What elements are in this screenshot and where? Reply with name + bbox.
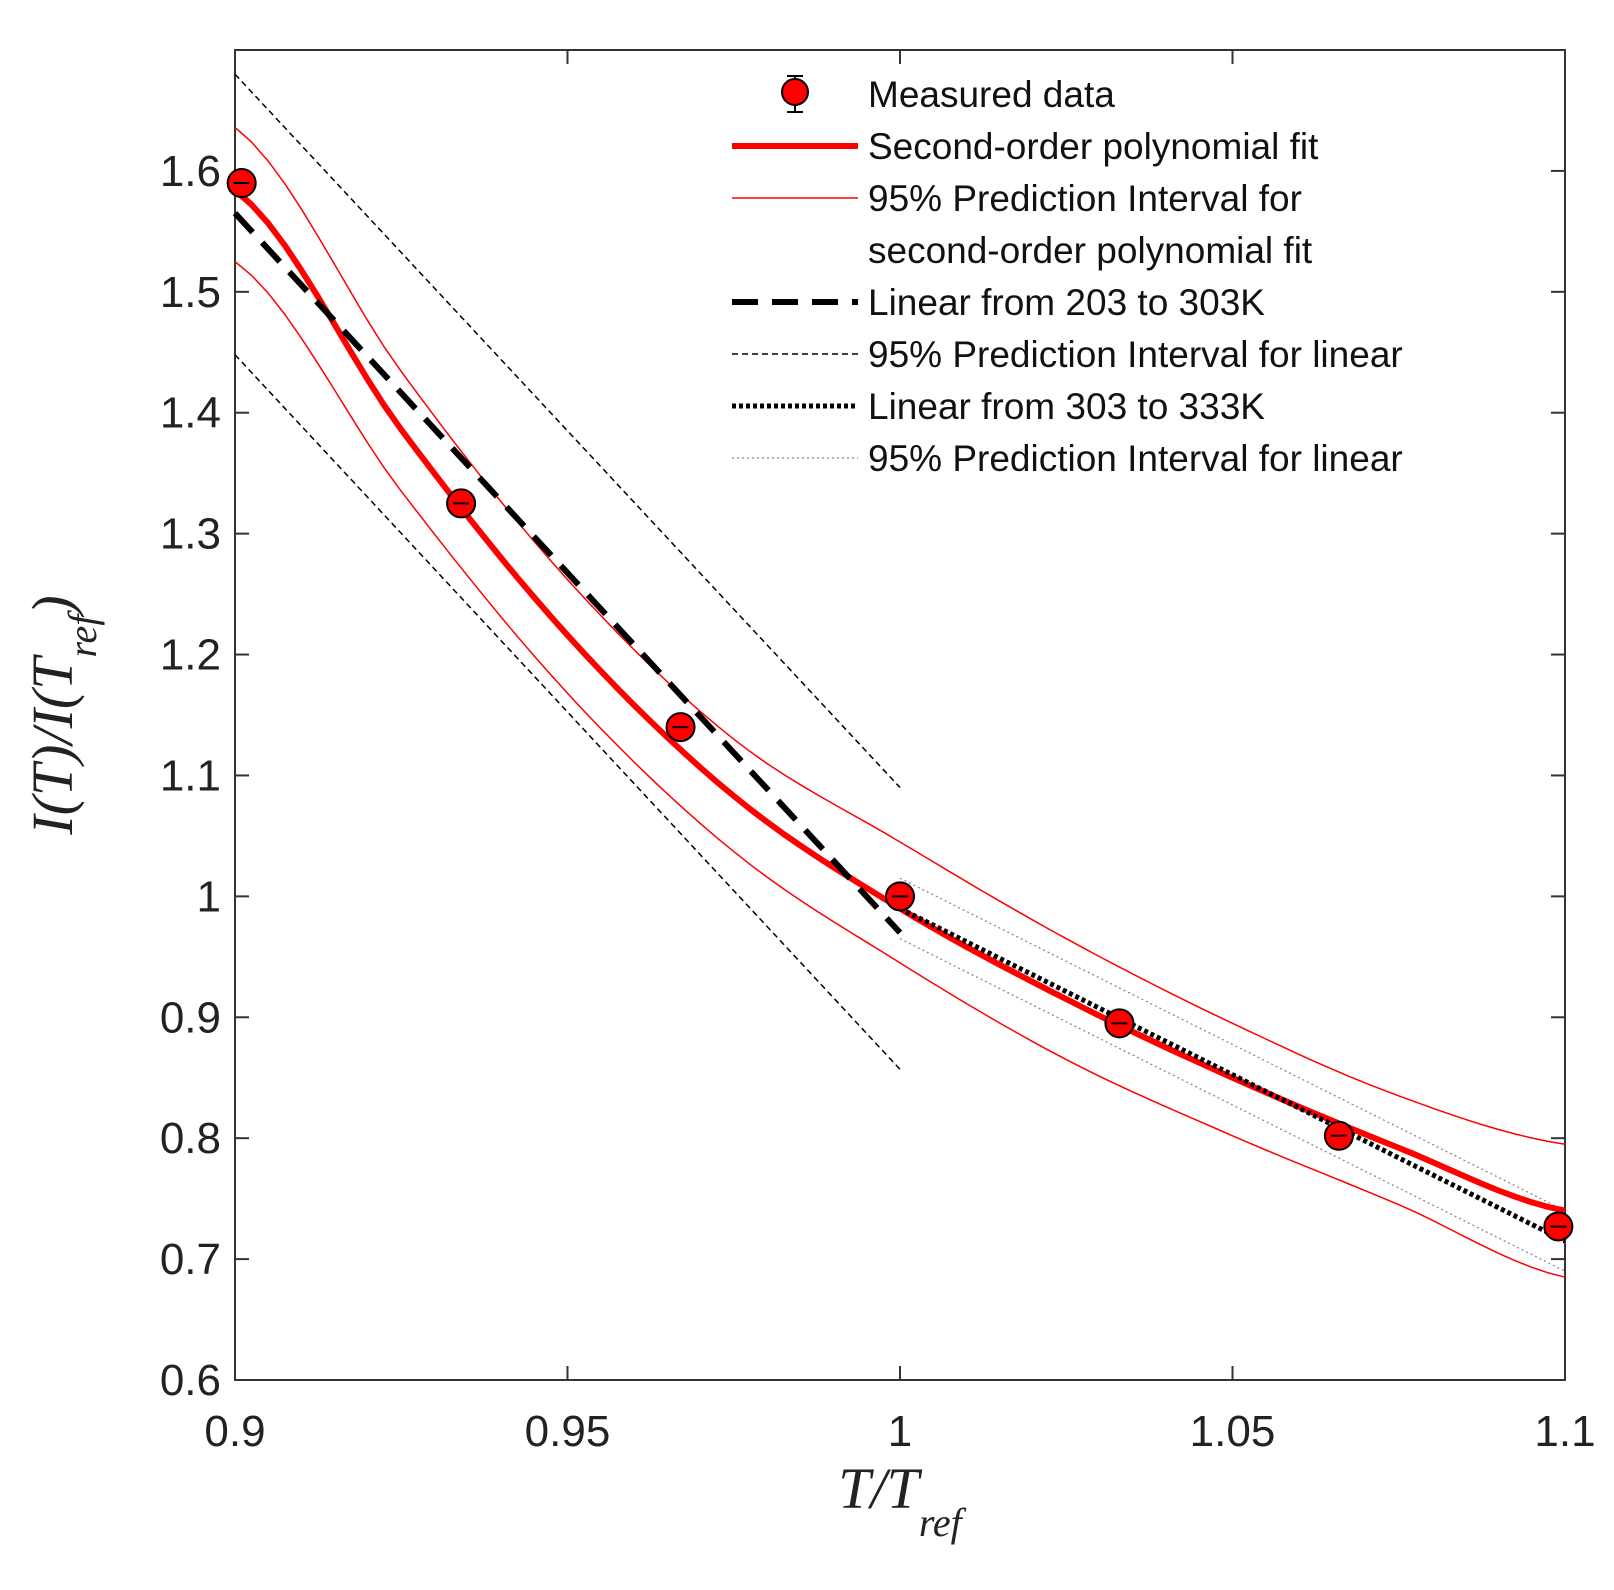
- legend-label-4: 95% Prediction Interval for linear: [868, 334, 1403, 375]
- legend-label-1: Second-order polynomial fit: [868, 126, 1319, 167]
- y-axis-title-main: I(T)/I(T: [20, 654, 85, 836]
- series-5-line: [898, 906, 1567, 1244]
- series-6-upper-bound: [899, 877, 1566, 1212]
- x-axis-title-sub: ref: [919, 1500, 967, 1545]
- x-tick-label-0: 0.9: [204, 1407, 265, 1456]
- legend-label-0: Measured data: [868, 74, 1115, 115]
- legend: Measured data Second-order polynomial fit…: [732, 74, 1403, 479]
- series-6-lower-bound: [899, 938, 1566, 1272]
- x-tick-label-1: 0.95: [525, 1407, 611, 1456]
- axis-ticks: [234, 50, 1566, 1381]
- x-tick-label-4: 1.1: [1534, 1407, 1595, 1456]
- series-4-lower-bound: [234, 354, 901, 1070]
- x-axis-title-main: T/T: [838, 1456, 922, 1521]
- series-3-line: [232, 211, 903, 935]
- y-tick-label-6: 1.2: [160, 631, 221, 680]
- y-axis-title-sub: ref: [60, 610, 105, 658]
- legend-label-6: 95% Prediction Interval for linear: [868, 438, 1403, 479]
- plot-area: [234, 49, 1566, 1381]
- series-4-upper-bound: [234, 73, 901, 789]
- legend-label-2-line-0: 95% Prediction Interval for: [868, 178, 1302, 219]
- y-tick-label-5: 1.1: [160, 751, 221, 800]
- series-2-upper-bound: [234, 126, 1566, 1145]
- x-tick-label-2: 1: [888, 1407, 912, 1456]
- x-tick-label-3: 1.05: [1190, 1407, 1276, 1456]
- y-tick-label-8: 1.4: [160, 389, 221, 438]
- legend-label-5: Linear from 303 to 333K: [868, 386, 1265, 427]
- tick-labels: 0.9 0.95 1 1.05 1.1 0.6 0.7 0.8 0.9 1 1.1 1.2 1.3 1.4…: [160, 147, 1596, 1456]
- y-tick-label-9: 1.5: [160, 268, 221, 317]
- legend-label-3: Linear from 203 to 303K: [868, 282, 1265, 323]
- y-axis-title-close: ): [20, 595, 85, 617]
- y-tick-label-3: 0.9: [160, 993, 221, 1042]
- data-markers: [226, 168, 1574, 1242]
- y-tick-label-0: 0.6: [160, 1356, 221, 1405]
- legend-label-2-line-1: second-order polynomial fit: [868, 230, 1313, 271]
- y-tick-label-4: 1: [197, 872, 221, 921]
- y-axis-title: I(T)/I(Tref): [20, 595, 105, 835]
- y-tick-label-10: 1.6: [160, 147, 221, 196]
- prediction-bands: [234, 73, 1566, 1278]
- y-tick-label-1: 0.7: [160, 1235, 221, 1284]
- x-axis-title: T/Tref: [838, 1456, 966, 1545]
- y-tick-label-2: 0.8: [160, 1114, 221, 1163]
- legend-marker-symbol: [781, 78, 809, 106]
- series-2-lower-bound: [234, 261, 1566, 1278]
- y-tick-label-7: 1.3: [160, 510, 221, 559]
